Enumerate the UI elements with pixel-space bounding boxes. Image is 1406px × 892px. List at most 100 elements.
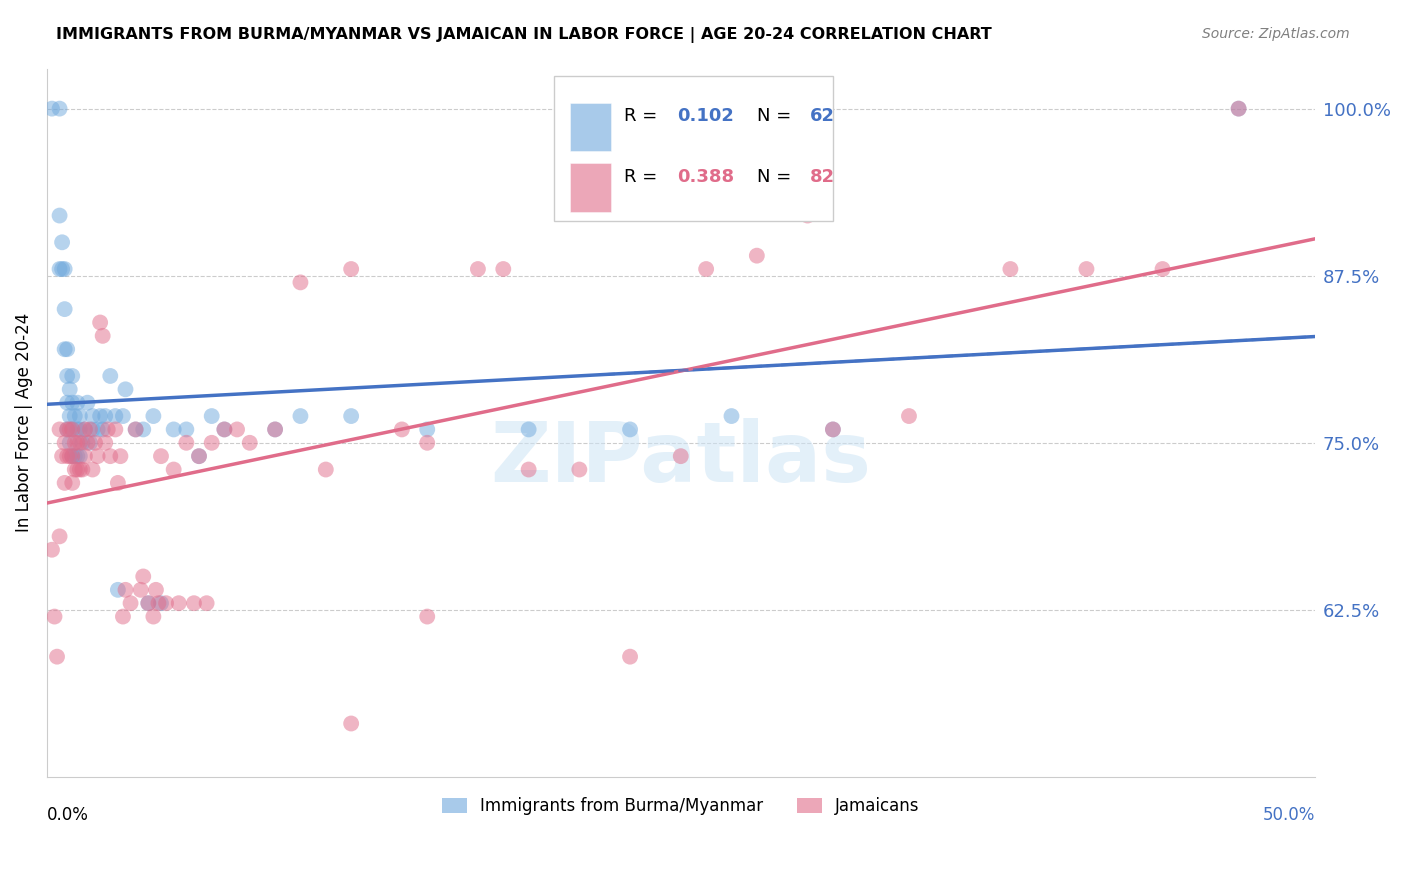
Point <box>201 409 224 423</box>
Point <box>107 475 129 490</box>
Point <box>163 462 186 476</box>
Point <box>188 449 211 463</box>
Point <box>60 475 83 490</box>
Text: IMMIGRANTS FROM BURMA/MYANMAR VS JAMAICAN IN LABOR FORCE | AGE 20-24 CORRELATION: IMMIGRANTS FROM BURMA/MYANMAR VS JAMAICA… <box>56 27 993 43</box>
Point <box>66 449 89 463</box>
Point <box>63 435 86 450</box>
Point <box>129 582 152 597</box>
Point <box>416 609 439 624</box>
Point <box>340 716 363 731</box>
Point <box>44 609 66 624</box>
Point <box>104 409 127 423</box>
Point <box>114 582 136 597</box>
Point <box>91 329 114 343</box>
Point <box>59 435 82 450</box>
Point <box>48 262 70 277</box>
Point <box>1000 262 1022 277</box>
FancyBboxPatch shape <box>571 103 612 152</box>
Point <box>104 422 127 436</box>
Point <box>1076 262 1098 277</box>
Point <box>69 462 91 476</box>
Point <box>69 449 91 463</box>
Point <box>79 422 101 436</box>
Point <box>63 462 86 476</box>
Point <box>66 422 89 436</box>
Point <box>94 409 117 423</box>
Point <box>821 422 844 436</box>
Point <box>46 649 69 664</box>
Point <box>315 462 337 476</box>
Point <box>188 449 211 463</box>
Point <box>517 462 540 476</box>
Point <box>48 422 70 436</box>
Point <box>82 422 104 436</box>
Point <box>60 422 83 436</box>
Point <box>142 609 165 624</box>
Point <box>51 449 73 463</box>
Point <box>72 435 94 450</box>
Point <box>264 422 287 436</box>
Point <box>111 609 134 624</box>
Point <box>669 449 692 463</box>
Point <box>53 475 76 490</box>
Point <box>176 422 198 436</box>
Point <box>63 409 86 423</box>
Point <box>51 262 73 277</box>
Point <box>467 262 489 277</box>
Point <box>132 569 155 583</box>
Point <box>340 262 363 277</box>
Point <box>745 249 768 263</box>
Point <box>226 422 249 436</box>
Point <box>720 409 742 423</box>
Point <box>53 262 76 277</box>
Point <box>72 462 94 476</box>
Point <box>84 435 107 450</box>
Point <box>76 435 98 450</box>
Point <box>142 409 165 423</box>
Point <box>214 422 236 436</box>
Point <box>290 409 312 423</box>
Point <box>120 596 142 610</box>
Point <box>176 435 198 450</box>
Point <box>60 422 83 436</box>
Point <box>56 395 79 409</box>
Point <box>53 302 76 317</box>
Point <box>114 382 136 396</box>
Point <box>163 422 186 436</box>
Point <box>110 449 132 463</box>
FancyBboxPatch shape <box>571 162 612 211</box>
Point <box>41 102 63 116</box>
Point <box>53 435 76 450</box>
Point <box>201 435 224 450</box>
Point <box>619 649 641 664</box>
Point <box>63 449 86 463</box>
Point <box>59 449 82 463</box>
Point <box>97 422 120 436</box>
Point <box>60 449 83 463</box>
Point <box>41 542 63 557</box>
Point <box>94 435 117 450</box>
Text: 0.388: 0.388 <box>676 168 734 186</box>
Point <box>821 422 844 436</box>
Point <box>69 435 91 450</box>
Point <box>66 462 89 476</box>
Text: Source: ZipAtlas.com: Source: ZipAtlas.com <box>1202 27 1350 41</box>
Point <box>416 435 439 450</box>
FancyBboxPatch shape <box>554 76 832 221</box>
Point <box>340 409 363 423</box>
Point <box>56 368 79 383</box>
Point <box>89 409 111 423</box>
Point <box>66 395 89 409</box>
Point <box>98 368 121 383</box>
Point <box>56 343 79 357</box>
Point <box>86 449 108 463</box>
Point <box>76 395 98 409</box>
Point <box>145 582 167 597</box>
Point <box>111 409 134 423</box>
Point <box>98 449 121 463</box>
Point <box>69 422 91 436</box>
Point <box>148 596 170 610</box>
Text: 82: 82 <box>810 168 835 186</box>
Point <box>517 422 540 436</box>
Point <box>73 422 96 436</box>
